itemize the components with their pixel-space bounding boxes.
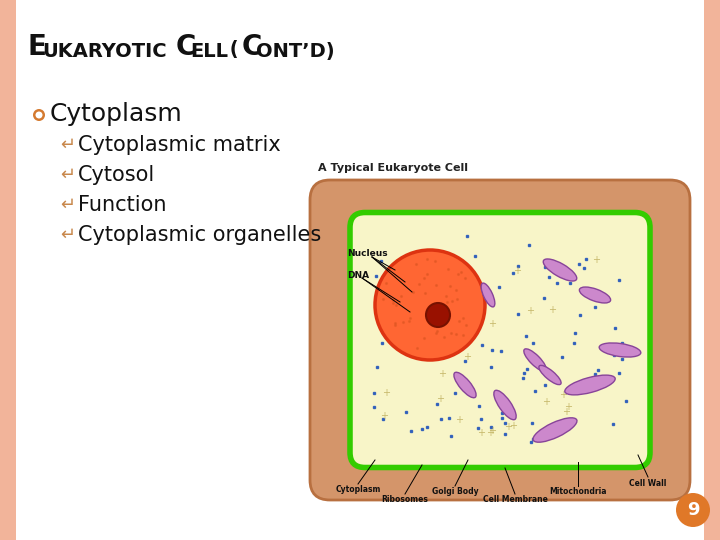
- Text: E: E: [28, 33, 47, 61]
- Text: Cytoplasm: Cytoplasm: [336, 485, 381, 495]
- Text: C: C: [176, 33, 197, 61]
- Text: +: +: [509, 421, 517, 431]
- Circle shape: [676, 493, 710, 527]
- Ellipse shape: [481, 283, 495, 307]
- Ellipse shape: [533, 418, 577, 442]
- Text: Mitochondria: Mitochondria: [549, 488, 607, 496]
- Text: Function: Function: [78, 195, 166, 215]
- Text: (: (: [223, 40, 238, 59]
- Ellipse shape: [543, 259, 577, 281]
- Circle shape: [375, 250, 485, 360]
- Ellipse shape: [564, 375, 615, 395]
- Text: A Typical Eukaryote Cell: A Typical Eukaryote Cell: [318, 163, 468, 173]
- Text: ELL: ELL: [190, 42, 228, 61]
- Ellipse shape: [494, 390, 516, 420]
- Ellipse shape: [454, 372, 476, 398]
- Text: Ribosomes: Ribosomes: [382, 496, 428, 504]
- Ellipse shape: [580, 287, 611, 303]
- Text: ONT’D): ONT’D): [256, 42, 335, 61]
- Ellipse shape: [524, 349, 546, 371]
- Text: +: +: [488, 319, 496, 329]
- Text: +: +: [526, 306, 534, 315]
- Text: UKARYOTIC: UKARYOTIC: [42, 42, 166, 61]
- Text: +: +: [564, 402, 572, 412]
- Text: Cell Wall: Cell Wall: [629, 478, 667, 488]
- Circle shape: [33, 109, 45, 121]
- Bar: [0, 0, 16, 540]
- Text: ↵: ↵: [60, 136, 75, 154]
- Text: Nucleus: Nucleus: [347, 248, 387, 258]
- Bar: [704, 0, 720, 540]
- Text: Cell Membrane: Cell Membrane: [482, 496, 547, 504]
- Text: +: +: [436, 394, 444, 403]
- Ellipse shape: [539, 366, 561, 384]
- Text: +: +: [486, 428, 494, 438]
- FancyBboxPatch shape: [350, 213, 650, 468]
- Text: Golgi Body: Golgi Body: [432, 488, 478, 496]
- Text: +: +: [477, 428, 485, 438]
- Ellipse shape: [599, 343, 641, 357]
- FancyBboxPatch shape: [310, 180, 690, 500]
- Text: Cytoplasm: Cytoplasm: [50, 102, 183, 126]
- Text: +: +: [592, 255, 600, 265]
- Text: +: +: [504, 422, 512, 431]
- Text: C: C: [242, 33, 262, 61]
- Text: +: +: [549, 305, 557, 315]
- Circle shape: [35, 111, 42, 118]
- Text: +: +: [513, 266, 521, 276]
- Text: ↵: ↵: [60, 226, 75, 244]
- Circle shape: [426, 303, 450, 327]
- Text: ↵: ↵: [60, 196, 75, 214]
- Text: +: +: [380, 411, 388, 421]
- Text: Cytosol: Cytosol: [78, 165, 156, 185]
- Text: +: +: [562, 407, 570, 417]
- Text: +: +: [463, 352, 471, 362]
- Text: +: +: [488, 426, 496, 436]
- Text: DNA: DNA: [347, 271, 369, 280]
- Text: 9: 9: [687, 501, 699, 519]
- Text: +: +: [456, 415, 464, 424]
- Text: Cytoplasmic matrix: Cytoplasmic matrix: [78, 135, 281, 155]
- Text: +: +: [559, 390, 567, 400]
- Text: ↵: ↵: [60, 166, 75, 184]
- Text: Cytoplasmic organelles: Cytoplasmic organelles: [78, 225, 321, 245]
- Text: +: +: [542, 396, 550, 407]
- Text: +: +: [438, 369, 446, 379]
- Text: +: +: [382, 388, 390, 398]
